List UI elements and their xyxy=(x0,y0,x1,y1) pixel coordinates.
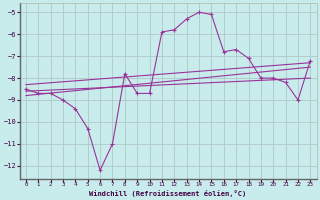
X-axis label: Windchill (Refroidissement éolien,°C): Windchill (Refroidissement éolien,°C) xyxy=(90,190,247,197)
